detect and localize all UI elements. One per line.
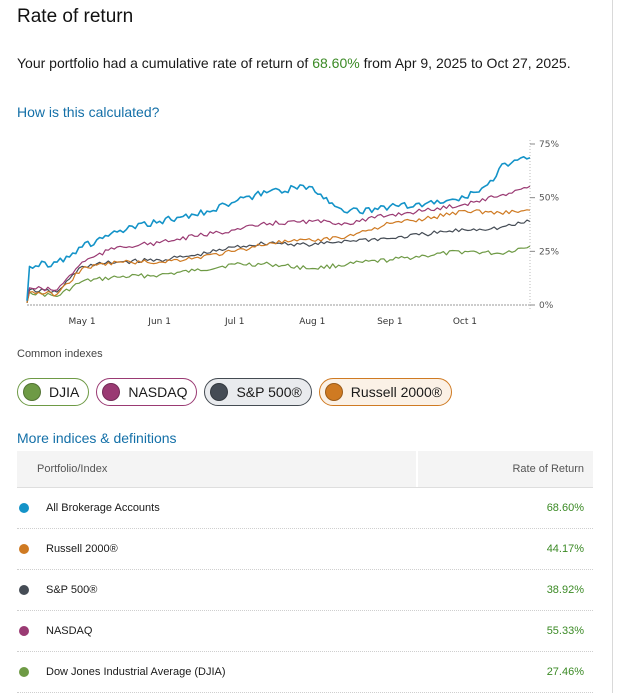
y-tick-label: 25% <box>539 247 559 257</box>
series-color-dot <box>19 667 29 677</box>
x-tick-label: Oct 1 <box>453 317 477 327</box>
chart-y-axis: 0% 25% 50% 75% <box>539 140 559 311</box>
x-tick-label: Jun 1 <box>147 317 171 327</box>
row-name: Russell 2000® <box>46 543 118 555</box>
pill-sp500[interactable]: S&P 500® <box>204 378 312 406</box>
russell-color-dot <box>324 383 343 401</box>
djia-color-dot <box>23 383 41 401</box>
summary-rate: 68.60% <box>312 55 360 71</box>
table-header: Portfolio/Index Rate of Return <box>17 451 593 488</box>
returns-table: Portfolio/Index Rate of Return All Broke… <box>17 451 593 693</box>
rate-of-return-chart: May 1 Jun 1 Jul 1 Aug 1 Sep 1 Oct 1 0% 25% 50% 7… <box>26 140 559 327</box>
pill-label: Russell 2000® <box>350 384 443 400</box>
summary-prefix: Your portfolio had a cumulative rate of … <box>17 55 313 71</box>
row-name: S&P 500® <box>46 584 98 596</box>
chart-grid <box>27 140 535 309</box>
x-tick-label: Jul 1 <box>224 317 244 327</box>
pill-nasdaq[interactable]: NASDAQ <box>96 378 198 406</box>
sp500-color-dot <box>210 383 229 401</box>
chart-series <box>26 156 531 304</box>
table-row: NASDAQ 55.33% <box>17 611 593 652</box>
row-name: All Brokerage Accounts <box>46 502 160 514</box>
more-indices-link[interactable]: More indices & definitions <box>17 430 177 446</box>
table-row: All Brokerage Accounts 68.60% <box>17 488 593 529</box>
nasdaq-color-dot <box>102 383 121 401</box>
series-line-portfolio <box>26 156 531 301</box>
header-portfolio-index: Portfolio/Index <box>17 451 418 487</box>
row-value: 38.92% <box>546 584 584 596</box>
common-indexes-label: Common indexes <box>17 348 103 360</box>
series-color-dot <box>19 585 29 595</box>
row-value: 44.17% <box>546 543 584 555</box>
pill-label: NASDAQ <box>128 384 188 400</box>
return-summary: Your portfolio had a cumulative rate of … <box>17 52 577 74</box>
row-value: 68.60% <box>546 502 584 514</box>
table-row: S&P 500® 38.92% <box>17 570 593 611</box>
series-line-sp500 <box>26 219 531 304</box>
row-name: NASDAQ <box>46 625 93 637</box>
index-pill-group: DJIA NASDAQ S&P 500® Russell 2000® <box>17 378 453 406</box>
table-row: Russell 2000® 44.17% <box>17 529 593 570</box>
how-calculated-link[interactable]: How is this calculated? <box>17 104 160 120</box>
y-tick-label: 50% <box>539 194 559 204</box>
row-name: Dow Jones Industrial Average (DJIA) <box>46 666 226 678</box>
panel-divider <box>612 0 613 693</box>
page-title: Rate of return <box>17 6 134 27</box>
pill-djia[interactable]: DJIA <box>17 378 90 406</box>
series-color-dot <box>19 626 29 636</box>
x-tick-label: Sep 1 <box>377 317 403 327</box>
table-row: Dow Jones Industrial Average (DJIA) 27.4… <box>17 652 593 693</box>
header-rate-of-return: Rate of Return <box>512 463 584 475</box>
series-line-russell <box>26 209 531 304</box>
row-value: 27.46% <box>546 666 584 678</box>
series-color-dot <box>19 544 29 554</box>
y-tick-label: 75% <box>539 140 559 150</box>
series-color-dot <box>19 503 29 513</box>
summary-suffix: from Apr 9, 2025 to Oct 27, 2025. <box>359 55 571 71</box>
chart-x-axis: May 1 Jun 1 Jul 1 Aug 1 Sep 1 Oct 1 <box>68 317 477 327</box>
x-tick-label: Aug 1 <box>299 317 325 327</box>
row-value: 55.33% <box>546 625 584 637</box>
pill-label: DJIA <box>49 384 80 400</box>
series-line-nasdaq <box>26 185 531 301</box>
y-tick-label: 0% <box>539 301 554 311</box>
pill-label: S&P 500® <box>236 384 302 400</box>
pill-russell[interactable]: Russell 2000® <box>318 378 453 406</box>
x-tick-label: May 1 <box>68 317 95 327</box>
series-line-djia <box>26 245 531 304</box>
